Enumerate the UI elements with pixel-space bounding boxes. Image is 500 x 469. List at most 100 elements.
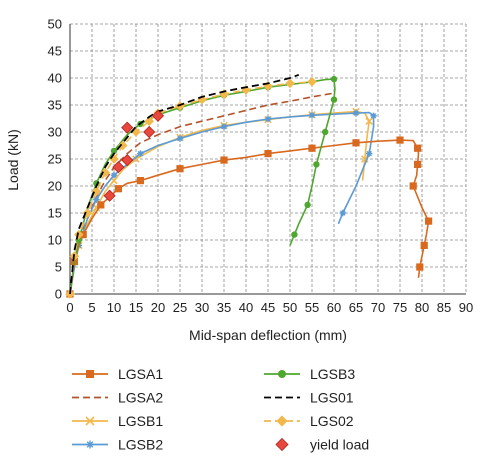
data-point-lgs02 — [100, 167, 110, 178]
data-point-lgsb3 — [304, 201, 311, 209]
data-point-lgsb2 — [110, 172, 118, 179]
x-tick-label: 80 — [415, 300, 429, 315]
legend-item-lgsa1: LGSA1 — [72, 366, 163, 382]
data-point-lgsa1 — [136, 177, 144, 185]
data-point-yield-load — [143, 125, 156, 139]
data-point-lgsb3 — [291, 231, 298, 238]
legend-swatch-marker — [275, 437, 289, 452]
data-point-lgsb1 — [132, 155, 140, 163]
x-tick-label: 20 — [151, 300, 165, 315]
data-point-yield-load — [151, 109, 165, 122]
data-point-lgsa1 — [97, 201, 105, 209]
series-line-lgsb1 — [69, 110, 371, 295]
legend-label: LGSB2 — [118, 437, 163, 453]
grid — [70, 23, 467, 294]
series-line-lgsb3 — [69, 78, 336, 295]
x-tick-label: 65 — [349, 300, 363, 315]
data-point-lgsa1 — [264, 150, 272, 158]
data-point-lgsb2 — [93, 196, 100, 203]
axis-labels: Mid-span deflection (mm) Load (kN) — [5, 129, 347, 343]
legend-swatch-marker — [278, 370, 286, 378]
data-point-lgsb3 — [330, 75, 338, 83]
series-line-lgs02 — [69, 81, 313, 295]
series-lgsb1 — [66, 107, 373, 298]
data-point-lgsa1 — [420, 241, 428, 249]
data-point-lgsb2 — [308, 112, 316, 119]
data-point-lgs02 — [144, 116, 154, 126]
data-point-lgsb3 — [322, 128, 329, 136]
y-tick-label: 0 — [55, 287, 62, 302]
data-point-yield-load — [121, 154, 134, 167]
data-point-lgsb2 — [352, 109, 360, 117]
data-point-lgsb2 — [264, 115, 272, 123]
series-line-lgs01 — [69, 73, 300, 295]
data-point-yield-load — [103, 189, 116, 202]
y-tick-label: 5 — [55, 260, 62, 275]
legend-item-lgsa2: LGSA2 — [72, 390, 163, 406]
data-point-yield-load — [112, 161, 125, 174]
x-tick-label: 0 — [66, 300, 73, 315]
data-point-lgsb2 — [370, 112, 377, 119]
data-point-lgs02 — [91, 186, 102, 197]
legend-swatch-marker — [86, 440, 94, 449]
data-point-yield-load — [121, 121, 134, 134]
data-point-lgs02 — [285, 78, 295, 89]
legend-item-lgsb3: LGSB3 — [264, 366, 355, 382]
series-lgsb2 — [66, 109, 377, 298]
y-tick-label: 15 — [48, 206, 62, 221]
x-axis-title: Mid-span deflection (mm) — [189, 327, 347, 343]
legend-label: LGSB3 — [310, 366, 355, 382]
x-tick-label: 85 — [437, 300, 451, 315]
legend-label: LGS02 — [310, 413, 354, 429]
legend-label: LGSB1 — [118, 413, 163, 429]
y-tick-label: 45 — [48, 44, 62, 59]
data-point-lgsb3 — [330, 96, 338, 103]
x-tick-label: 25 — [173, 300, 187, 315]
series-yield-load — [103, 109, 165, 202]
legend-label: LGS01 — [310, 390, 354, 406]
series-line-lgsa2 — [69, 92, 335, 295]
data-point-lgsb2 — [366, 150, 373, 157]
data-point-lgs02 — [307, 77, 317, 87]
legend-item-lgsb1: LGSB1 — [72, 413, 163, 429]
data-point-lgsa1 — [409, 182, 417, 190]
data-point-lgsa1 — [414, 144, 422, 152]
x-tick-label: 75 — [393, 300, 407, 315]
data-point-lgsa1 — [396, 136, 404, 144]
x-tick-label: 90 — [459, 300, 473, 315]
x-tick-label: 55 — [305, 300, 319, 315]
axes: 0 5 10 15 20 25 30 35 40 45 50 55 60 65 70 75 80 85 900510… — [48, 17, 474, 316]
data-point-lgsb1 — [365, 117, 373, 125]
y-tick-label: 50 — [48, 17, 62, 32]
y-tick-label: 25 — [48, 152, 62, 167]
legend-swatch-marker — [86, 370, 94, 378]
series-lgs01 — [69, 73, 300, 295]
y-tick-label: 20 — [48, 179, 62, 194]
legend-swatch-marker — [85, 416, 95, 426]
legend-label: LGSA1 — [118, 366, 163, 382]
data-point-lgsb3 — [110, 147, 118, 155]
x-tick-label: 30 — [195, 300, 209, 315]
data-point-lgsa1 — [425, 217, 433, 225]
y-tick-label: 40 — [48, 71, 62, 86]
data-point-lgsa1 — [352, 139, 360, 147]
y-axis-title: Load (kN) — [5, 129, 21, 190]
series-line-lgsa1 — [69, 139, 430, 295]
legend-swatch-marker — [276, 415, 288, 427]
legend-label: yield load — [310, 437, 369, 453]
data-point-lgs02 — [118, 140, 128, 151]
x-tick-label: 15 — [129, 300, 143, 315]
y-tick-label: 30 — [48, 125, 62, 140]
data-point-lgsb2 — [176, 135, 184, 142]
x-tick-label: 5 — [88, 300, 95, 315]
series-lgsa2 — [69, 92, 335, 295]
data-point-lgsb3 — [313, 161, 320, 168]
data-point-lgsb2 — [137, 150, 144, 157]
x-tick-label: 70 — [371, 300, 385, 315]
data-point-lgsb2 — [339, 209, 346, 217]
legend: LGSA1 LGSB3 LGSA2 LGS01 LGSB1 LGS02 LGSB2 yield… — [72, 366, 369, 453]
data-point-lgsa1 — [308, 144, 316, 152]
legend-item-yield-load: yield load — [275, 437, 369, 453]
